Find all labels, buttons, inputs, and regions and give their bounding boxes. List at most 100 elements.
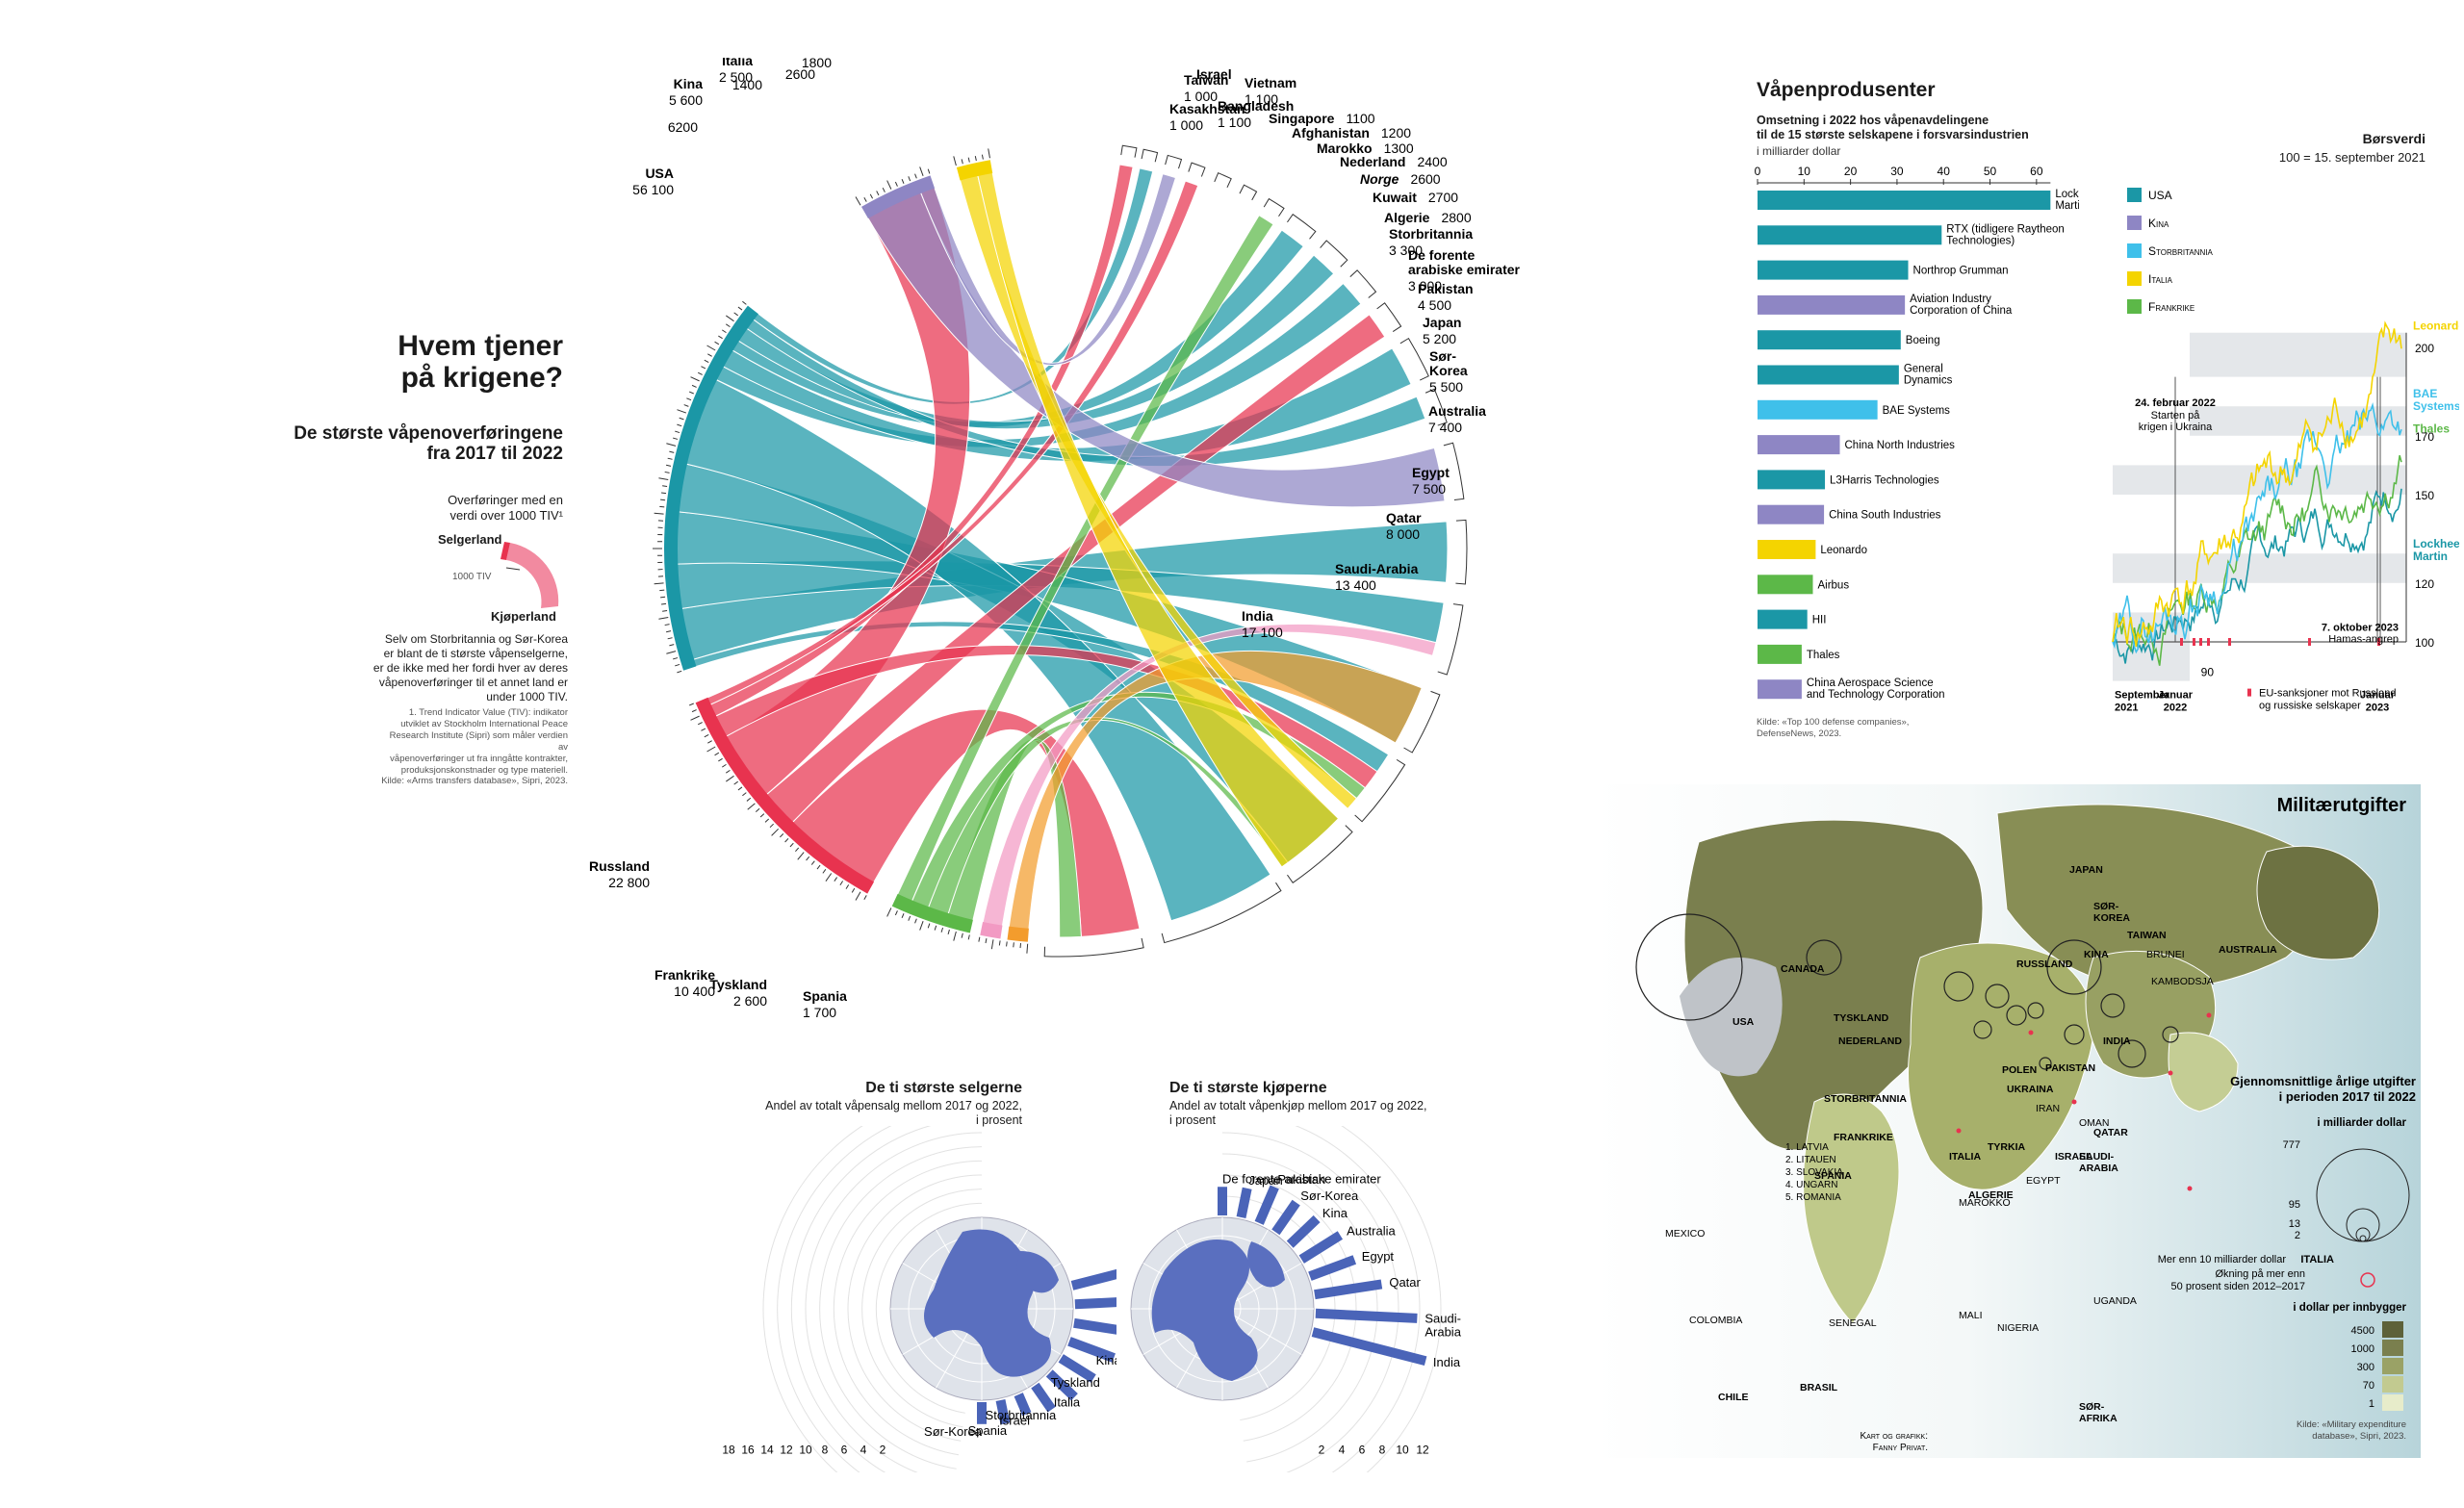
- radial-gridline: [833, 1160, 983, 1456]
- buyer-value: 4 500: [1418, 297, 1451, 313]
- legend-circle-value: 95: [2289, 1199, 2300, 1211]
- buyer-value: 3 000: [1408, 278, 1442, 294]
- producers-bar-chart: 0 10 20 30 40 50 60 LockheedMartin RTX (tidliger…: [1755, 165, 2079, 701]
- seller-arc: [956, 160, 993, 181]
- map-title: Militærutgifter: [2277, 795, 2407, 816]
- stock-line: [2112, 454, 2402, 666]
- seller-name: Frankrike: [654, 967, 715, 983]
- map-country-label: SPANIA: [1814, 1170, 1852, 1182]
- stock-series-label: Martin: [2413, 550, 2448, 563]
- arc-tick: [666, 464, 672, 467]
- radial-bar: [1298, 1231, 1344, 1264]
- map-country-label: EGYPT: [2026, 1175, 2061, 1187]
- legend-circle-value: 777: [2283, 1139, 2300, 1151]
- arc-tick: [673, 437, 679, 440]
- buyer-value: 17 100: [1242, 625, 1283, 640]
- arc-tick: [908, 176, 911, 182]
- arc-tick: [688, 391, 694, 395]
- greenland: [1680, 958, 1783, 1077]
- radial-tick: 10: [799, 1443, 812, 1456]
- increase-dot: [1956, 1128, 1962, 1134]
- buyer-name: Kasakhstan: [1169, 101, 1245, 116]
- per-capita-value: 70: [2363, 1380, 2374, 1392]
- map-country-label: KAMBODSJA: [2151, 976, 2214, 987]
- buyer-name: Taiwan: [1184, 72, 1228, 88]
- arc-tick: [927, 923, 931, 929]
- arc-tick: [662, 609, 668, 612]
- buyer-bracket: [1287, 825, 1353, 884]
- buyer-value: 13 400: [1335, 577, 1376, 593]
- arc-tick: [784, 837, 789, 843]
- map-increase: Økning på mer enn: [2215, 1268, 2305, 1280]
- buyer-name: Japan: [1423, 315, 1461, 330]
- arc-tick: [988, 148, 990, 159]
- radial-gridline: [790, 1126, 932, 1472]
- buyer-label: Algerie 2800: [1384, 210, 1472, 225]
- producer-bar: [1758, 609, 1808, 629]
- map-country-label: POLEN: [2002, 1064, 2037, 1076]
- buyer-label: Marokko 1300: [1317, 141, 1414, 156]
- arc-tick: [967, 934, 970, 940]
- arc-tick: [654, 512, 664, 515]
- buyer-name: Sør-: [1429, 348, 1456, 364]
- chord-link: [975, 165, 1340, 868]
- sanction-mark: [2308, 638, 2311, 646]
- map-credit: Kart og grafikk:: [1861, 1431, 1929, 1442]
- buyer-bracket: [1263, 197, 1285, 217]
- stock-line: [2112, 320, 2402, 647]
- arc-tick: [664, 471, 670, 473]
- arc-tick: [726, 775, 734, 782]
- buyer-bracket: [1376, 302, 1402, 332]
- radial-tick: 4: [860, 1443, 867, 1456]
- arc-tick: [764, 818, 770, 823]
- radial-bar: [1045, 1369, 1078, 1401]
- arc-tick: [659, 505, 665, 508]
- arc-tick: [981, 154, 984, 160]
- producers-subtitle: Omsetning i 2022 hos våpenavdelingene ti…: [1757, 114, 2029, 141]
- radial-tick: 12: [780, 1443, 793, 1456]
- producer-label: HII: [1812, 615, 1827, 626]
- radial-tick: 6: [841, 1443, 848, 1456]
- legend-swatch: [2127, 188, 2142, 202]
- stock-band: [2113, 465, 2190, 495]
- radial-tick: 8: [822, 1443, 829, 1456]
- map-country-label: STORBRITANNIA: [1824, 1093, 1907, 1105]
- map-country-label: AUSTRALIA: [2219, 944, 2277, 956]
- map-per-capita: i dollar per innbygger: [2293, 1302, 2406, 1314]
- producer-bar: [1758, 540, 1816, 559]
- annotation-text: Starten på: [2151, 410, 2201, 422]
- producers-tick: 10: [1798, 165, 1811, 178]
- producers-tick: 40: [1938, 165, 1951, 178]
- buyer-name: Vietnam: [1245, 75, 1296, 90]
- map-over10: Mer enn 10 milliarder dollar: [2158, 1254, 2287, 1265]
- arc-tick: [706, 746, 716, 753]
- map-country-label: TYSKLAND: [1834, 1012, 1889, 1024]
- stock-ytick: 120: [2415, 577, 2434, 591]
- buyer-bracket: [1165, 154, 1183, 169]
- map-increase: 50 prosent siden 2012–2017: [2171, 1281, 2305, 1292]
- chord-legend: [500, 542, 559, 608]
- map-country-label: MAROKKO: [1959, 1197, 2011, 1209]
- arc-tick: [714, 341, 720, 345]
- buyer-name: Storbritannia: [1389, 226, 1473, 242]
- arc-tick: [908, 915, 911, 921]
- map-country-label: SØR-: [2079, 1401, 2105, 1413]
- producer-label: Northrop Grumman: [1913, 266, 2009, 277]
- arc-tick: [990, 939, 994, 950]
- arc-tick: [697, 722, 703, 726]
- stock-ytick: 90: [2201, 666, 2215, 679]
- arc-tick: [701, 366, 706, 370]
- arc-tick: [718, 757, 723, 762]
- radial-bar-label: Kina: [1096, 1353, 1116, 1367]
- legend-swatch: [2127, 299, 2142, 314]
- legend-label: USA: [2148, 189, 2172, 202]
- arc-tick: [779, 833, 784, 838]
- buyer-label: Norge 2600: [1360, 171, 1441, 187]
- sellers-radial-chart: Sør-KoreaSpaniaIsraelStorbritanniaItalia…: [722, 1126, 1116, 1472]
- legend-label: Italia: [2148, 272, 2173, 286]
- radial-bar: [1311, 1327, 1427, 1367]
- producer-label: Airbus: [1817, 579, 1849, 591]
- map-country-label: JAPAN: [2069, 864, 2103, 876]
- spending-circle: [1806, 939, 1842, 976]
